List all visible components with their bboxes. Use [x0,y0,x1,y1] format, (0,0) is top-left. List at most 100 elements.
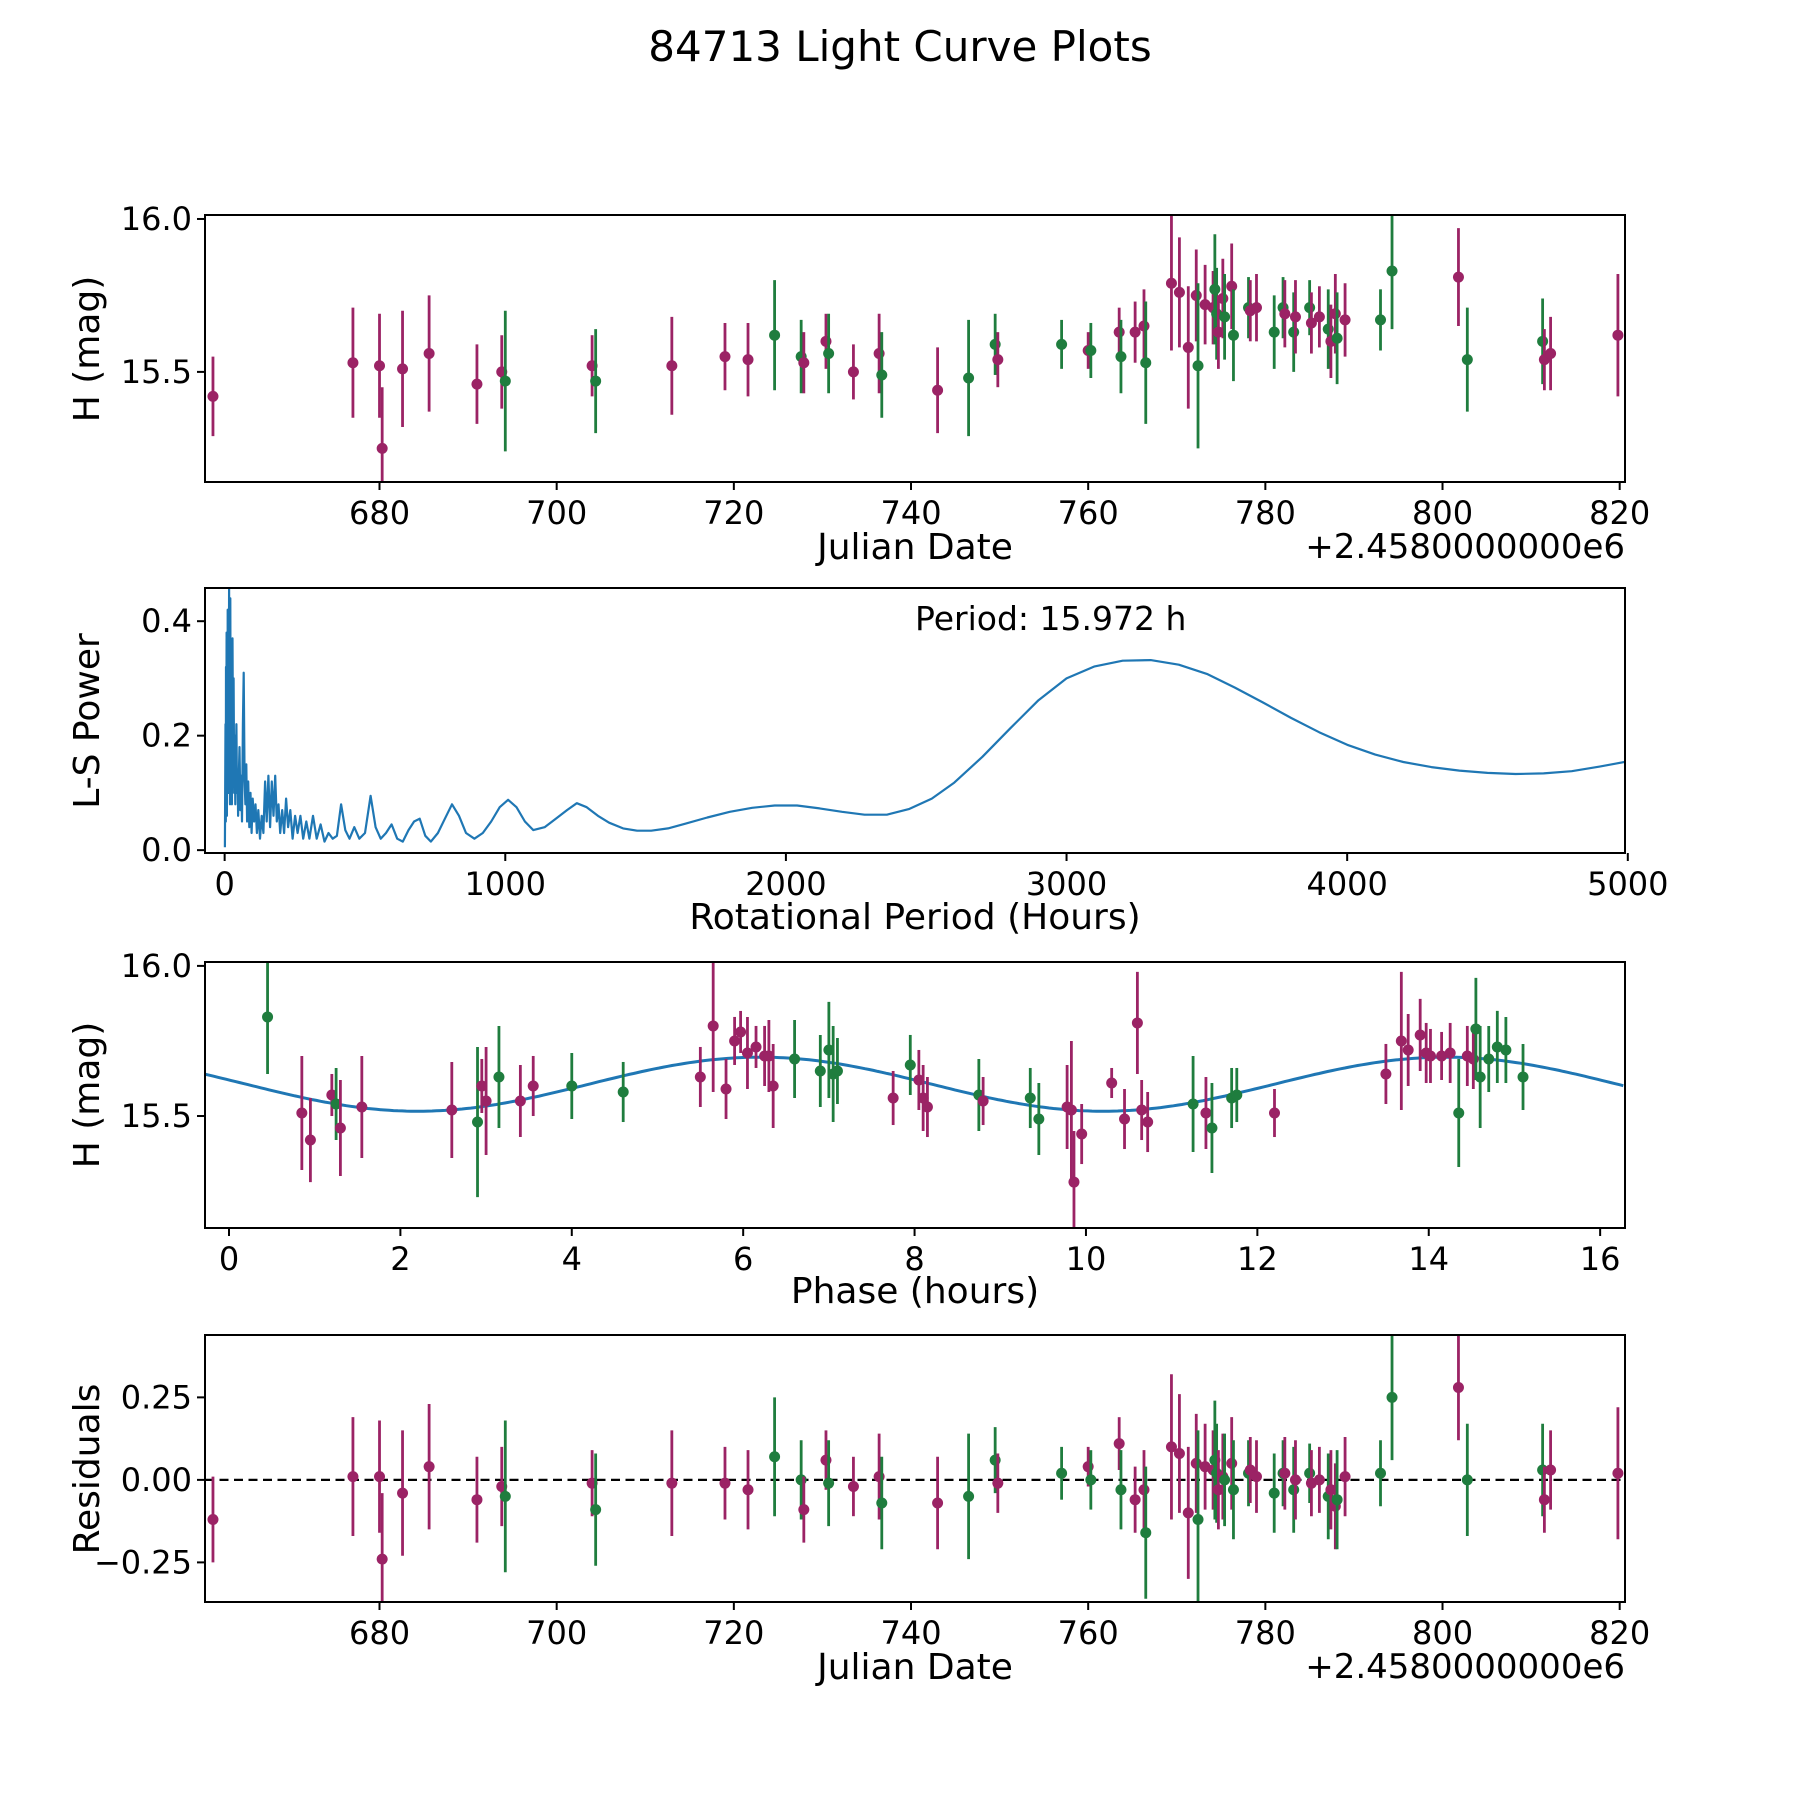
data-point-r [1545,348,1557,360]
data-point-g [1517,1071,1529,1083]
periodogram-line [223,588,1625,848]
data-point-r [847,366,859,378]
data-point-r [750,1041,762,1053]
data-point-r [917,1092,929,1104]
panel-residuals [205,1335,1625,1602]
data-point-g [814,1065,826,1077]
x-tick-label: 0 [219,1240,239,1278]
data-point-g [493,1071,505,1083]
panel-periodogram [223,588,1625,848]
data-point-r [446,1104,458,1116]
data-point-r [1065,1104,1077,1116]
y-tick-label: 16.0 [121,200,192,238]
data-point-r [887,1092,899,1104]
data-point-g [1288,1484,1300,1496]
data-point-g [1304,302,1316,314]
data-point-r [1182,341,1194,353]
residuals-ylabel: Residuals [67,1383,108,1555]
phase-ylabel: H (mag) [67,1021,108,1169]
data-point-r [1538,1494,1550,1506]
data-point-r [735,1026,747,1038]
data-point-r [1268,1107,1280,1119]
x-tick-label: 10 [1066,1240,1107,1278]
x-tick-label: 8 [904,1240,924,1278]
data-point-g [1491,1041,1503,1053]
x-tick-label: 760 [1058,1614,1119,1652]
data-point-r [471,1494,483,1506]
data-point-r [1612,1467,1624,1479]
data-point-r [1138,1484,1150,1496]
data-point-r [932,384,944,396]
data-point-r [1395,1035,1407,1047]
axes-spine [204,1334,1626,1603]
x-tick-label: 760 [1058,494,1119,532]
data-point-r [913,1074,925,1086]
data-point-r [1129,1494,1141,1506]
data-point-r [719,351,731,363]
data-point-r [347,357,359,369]
y-tick-label: 0.0 [141,831,192,869]
data-point-r [1289,1474,1301,1486]
data-point-g [789,1053,801,1065]
x-tick-label: 4 [562,1240,582,1278]
data-point-g [1024,1092,1036,1104]
jd-offset-label: +2.4580000000e6 [1305,527,1625,567]
data-point-r [1173,286,1185,298]
data-point-r [347,1471,359,1483]
data-point-g [1268,1487,1280,1499]
x-tick-label: 720 [703,1614,764,1652]
x-tick-label: 2000 [745,865,826,903]
data-point-r [1279,1467,1291,1479]
data-point-r [992,1477,1004,1489]
data-point-r [666,360,678,372]
data-point-g [769,1451,781,1463]
residuals-offset-label: +2.4580000000e6 [1305,1647,1625,1687]
jd-xlabel: Julian Date [817,527,1013,568]
data-point-r [921,1101,933,1113]
data-point-g [1115,1484,1127,1496]
data-point-r [1444,1047,1456,1059]
data-point-r [397,1487,409,1499]
data-point-r [1142,1116,1154,1128]
x-tick-label: 800 [1412,494,1473,532]
data-point-g [1192,360,1204,372]
data-point-r [207,390,219,402]
x-tick-label: 780 [1235,494,1296,532]
data-point-r [527,1080,539,1092]
data-point-r [1119,1113,1131,1125]
x-tick-label: 780 [1235,1614,1296,1652]
data-point-r [471,378,483,390]
x-tick-label: 16 [1580,1240,1621,1278]
data-point-g [1500,1044,1512,1056]
data-point-g [1206,1122,1218,1134]
data-point-r [207,1513,219,1525]
data-point-r [1325,1484,1337,1496]
data-point-r [720,1083,732,1095]
data-point-r [356,1101,368,1113]
y-tick-label: 15.5 [121,353,192,391]
data-point-g [904,1059,916,1071]
axes-spine [204,214,1626,483]
x-tick-label: 800 [1412,1614,1473,1652]
data-point-r [423,348,435,360]
data-point-g [1288,326,1300,338]
x-tick-label: 820 [1589,494,1650,532]
figure-title: 84713 Light Curve Plots [648,22,1152,71]
data-point-r [480,1095,492,1107]
x-tick-label: 5000 [1587,865,1668,903]
data-point-r [767,1080,779,1092]
data-point-g [590,1504,602,1516]
data-point-r [798,1504,810,1516]
data-point-r [1250,302,1262,314]
data-point-r [1313,311,1325,323]
x-tick-label: 2 [390,1240,410,1278]
data-point-g [1056,338,1068,350]
data-point-r [1313,1474,1325,1486]
data-point-r [1182,1507,1194,1519]
data-point-r [1173,1447,1185,1459]
data-point-g [1375,314,1387,326]
data-point-r [1217,292,1229,304]
x-tick-label: 680 [349,494,410,532]
